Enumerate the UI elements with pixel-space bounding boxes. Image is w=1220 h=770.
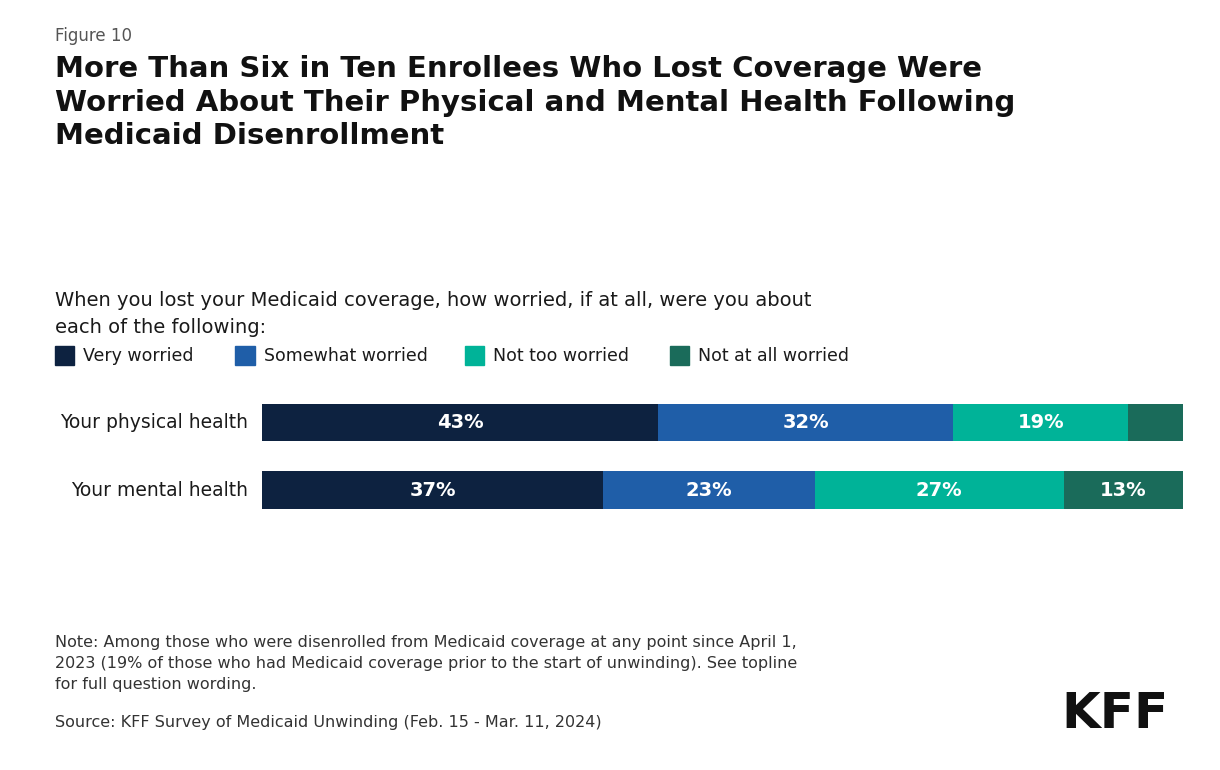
Text: When you lost your Medicaid coverage, how worried, if at all, were you about
eac: When you lost your Medicaid coverage, ho… [55,291,811,336]
Bar [262,403,659,441]
Bar [815,471,1064,509]
Text: 37%: 37% [410,480,456,500]
Text: More Than Six in Ten Enrollees Who Lost Coverage Were
Worried About Their Physic: More Than Six in Ten Enrollees Who Lost … [55,55,1015,150]
Text: 13%: 13% [1100,480,1147,500]
Bar [1064,471,1183,509]
Text: 27%: 27% [916,480,963,500]
Bar [953,403,1128,441]
Bar [659,403,953,441]
Text: Not too worried: Not too worried [493,346,628,365]
Text: Source: KFF Survey of Medicaid Unwinding (Feb. 15 - Mar. 11, 2024): Source: KFF Survey of Medicaid Unwinding… [55,715,601,729]
Text: 19%: 19% [1017,413,1064,432]
Text: Your physical health: Your physical health [61,413,249,432]
Text: Somewhat worried: Somewhat worried [264,346,427,365]
Bar [603,471,815,509]
Text: 43%: 43% [437,413,483,432]
Text: Your mental health: Your mental health [72,480,249,500]
Text: Figure 10: Figure 10 [55,27,132,45]
Bar [1128,403,1183,441]
Text: Note: Among those who were disenrolled from Medicaid coverage at any point since: Note: Among those who were disenrolled f… [55,635,797,692]
Text: Not at all worried: Not at all worried [698,346,849,365]
Text: KFF: KFF [1061,690,1169,738]
Text: 23%: 23% [686,480,732,500]
Bar [262,471,603,509]
Text: Very worried: Very worried [83,346,194,365]
Text: 32%: 32% [782,413,830,432]
